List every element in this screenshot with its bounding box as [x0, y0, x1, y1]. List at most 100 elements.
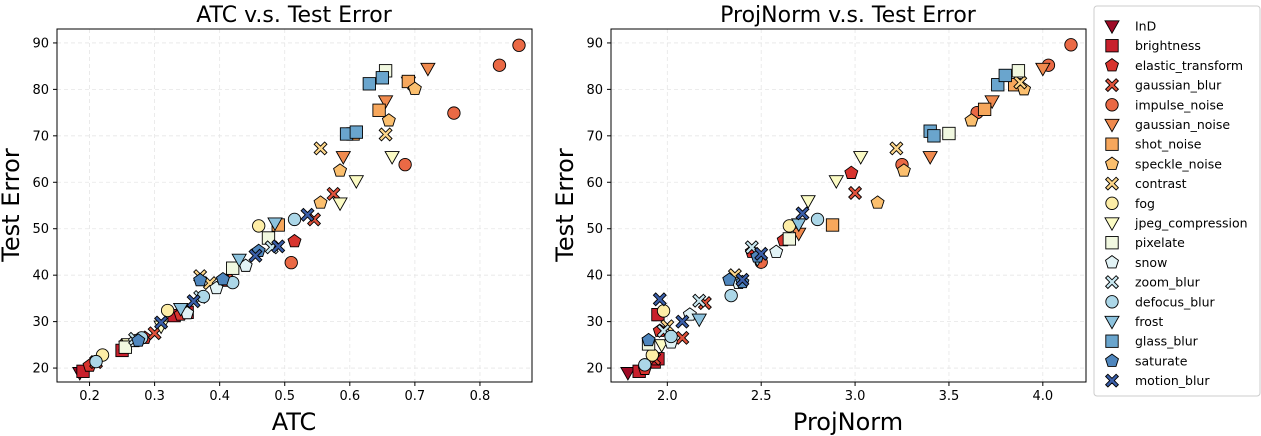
- atc-point-speckle-noise: [381, 113, 396, 127]
- atc-point-motion-blur: [186, 294, 201, 309]
- atc-point-motion-blur: [248, 248, 263, 263]
- legend-marker-gaussian-blur: [1104, 78, 1120, 93]
- legend: InD brightness elastic_transform gaussian_b…: [1093, 5, 1261, 397]
- legend-marker-brightness: [1105, 39, 1119, 53]
- atc-point-gaussian-noise: [377, 95, 394, 110]
- atc-point-glass-blur: [362, 77, 376, 91]
- projnorm-point-motion-blur: [652, 292, 667, 307]
- projnorm-y-tick-label: 40: [586, 269, 603, 284]
- atc-point-saturate: [131, 333, 146, 347]
- legend-item-gaussian-blur: gaussian_blur: [1104, 78, 1222, 93]
- atc-point-motion-blur: [154, 315, 169, 330]
- legend-label: zoom_blur: [1135, 275, 1201, 290]
- projnorm-point-InD: [620, 367, 636, 381]
- legend-item-impulse-noise: impulse_noise: [1105, 97, 1224, 112]
- projnorm-point-snow: [769, 244, 784, 258]
- legend-label: fog: [1135, 196, 1155, 211]
- projnorm-point-gaussian-noise: [1035, 62, 1051, 77]
- atc-point-fog: [160, 303, 175, 318]
- legend-marker-contrast: [1104, 176, 1120, 191]
- atc-point-saturate: [215, 271, 230, 286]
- atc-x-tick-label: 0.2: [79, 389, 100, 404]
- atc-x-tick-label: 0.4: [209, 389, 230, 404]
- atc-point-jpeg-compression: [384, 151, 400, 165]
- legend-item-elastic-transform: elastic_transform: [1105, 58, 1243, 73]
- legend-frame: [1093, 5, 1261, 397]
- atc-point-pixelate: [118, 340, 132, 354]
- projnorm-y-tick-label: 60: [586, 176, 603, 191]
- legend-marker-fog: [1105, 196, 1119, 210]
- atc-y-tick-label: 30: [32, 315, 49, 330]
- legend-label: impulse_noise: [1135, 97, 1224, 112]
- projnorm-point-defocus-blur: [664, 329, 678, 344]
- projnorm-y-tick-label: 80: [586, 83, 603, 98]
- projnorm-point-motion-blur: [675, 314, 690, 329]
- atc-point-impulse-noise: [447, 106, 461, 120]
- legend-marker-frost: [1104, 315, 1120, 330]
- legend-label: speckle_noise: [1135, 156, 1222, 171]
- projnorm-y-tick-label: 90: [586, 36, 603, 51]
- atc-x-tick-label: 0.5: [274, 389, 295, 404]
- projnorm-point-defocus-blur: [724, 288, 738, 303]
- projnorm-y-tick-label: 50: [586, 222, 603, 237]
- atc-point-defocus-blur: [287, 212, 302, 227]
- legend-label: snow: [1135, 255, 1167, 270]
- legend-item-glass-blur: glass_blur: [1105, 334, 1199, 349]
- projnorm-point-jpeg-compression: [800, 195, 816, 209]
- projnorm-chart: ProjNorm v.s. Test Error ProjNorm Test E…: [551, 3, 1087, 436]
- legend-item-shot-noise: shot_noise: [1105, 137, 1202, 152]
- projnorm-y-tick-label: 20: [586, 362, 603, 377]
- atc-x-axis-label: ATC: [272, 408, 317, 436]
- atc-x-tick-label: 0.3: [144, 389, 165, 404]
- projnorm-x-tick-label: 3.5: [939, 389, 960, 404]
- projnorm-x-axis-label: ProjNorm: [793, 408, 903, 436]
- projnorm-point-motion-blur: [754, 246, 769, 261]
- legend-item-gaussian-noise: gaussian_noise: [1104, 117, 1230, 133]
- legend-marker-defocus-blur: [1105, 295, 1119, 309]
- legend-marker-InD: [1104, 20, 1120, 35]
- projnorm-x-tick-label: 2.0: [657, 389, 678, 404]
- atc-point-impulse-noise: [398, 157, 412, 172]
- projnorm-point-defocus-blur: [638, 358, 652, 372]
- projnorm-point-shot-noise: [977, 102, 992, 117]
- projnorm-point-pixelate: [1011, 64, 1026, 78]
- legend-marker-pixelate: [1105, 236, 1119, 250]
- projnorm-point-gaussian-noise: [984, 95, 1000, 110]
- legend-marker-saturate: [1105, 353, 1119, 367]
- atc-y-tick-label: 60: [32, 176, 49, 191]
- projnorm-point-zoom-blur: [692, 293, 707, 308]
- projnorm-point-saturate: [641, 332, 656, 347]
- projnorm-point-motion-blur: [795, 206, 810, 221]
- legend-item-pixelate: pixelate: [1105, 235, 1185, 250]
- atc-x-tick-label: 0.8: [470, 389, 491, 404]
- projnorm-point-speckle-noise: [870, 195, 885, 209]
- atc-y-tick-label: 40: [32, 269, 49, 284]
- legend-label: InD: [1135, 19, 1156, 34]
- projnorm-point-speckle-noise: [896, 163, 911, 177]
- atc-point-glass-blur: [349, 125, 363, 139]
- legend-label: contrast: [1135, 176, 1187, 191]
- legend-item-snow: snow: [1105, 255, 1167, 270]
- legend-marker-elastic-transform: [1105, 58, 1119, 72]
- legend-item-saturate: saturate: [1105, 353, 1188, 368]
- atc-plot-frame: [56, 28, 533, 383]
- atc-point-contrast: [378, 127, 393, 142]
- projnorm-point-defocus-blur: [810, 212, 825, 227]
- legend-label: elastic_transform: [1135, 58, 1243, 73]
- projnorm-point-gaussian-blur: [675, 330, 690, 345]
- projnorm-x-tick-label: 2.5: [751, 389, 772, 404]
- legend-label: gaussian_blur: [1135, 78, 1222, 93]
- legend-label: motion_blur: [1135, 373, 1210, 388]
- projnorm-point-gaussian-noise: [922, 151, 938, 165]
- projnorm-y-tick-label: 70: [586, 129, 603, 144]
- legend-item-motion-blur: motion_blur: [1104, 373, 1210, 388]
- atc-y-tick-label: 90: [32, 36, 49, 51]
- atc-y-axis-label: Test Error: [0, 148, 25, 263]
- projnorm-point-shot-noise: [825, 218, 840, 232]
- projnorm-y-axis-label: Test Error: [551, 148, 579, 263]
- atc-point-saturate: [193, 272, 208, 287]
- atc-point-frost: [172, 302, 189, 317]
- legend-label: saturate: [1135, 353, 1188, 368]
- atc-point-fog: [252, 219, 266, 233]
- atc-point-speckle-noise: [313, 195, 328, 209]
